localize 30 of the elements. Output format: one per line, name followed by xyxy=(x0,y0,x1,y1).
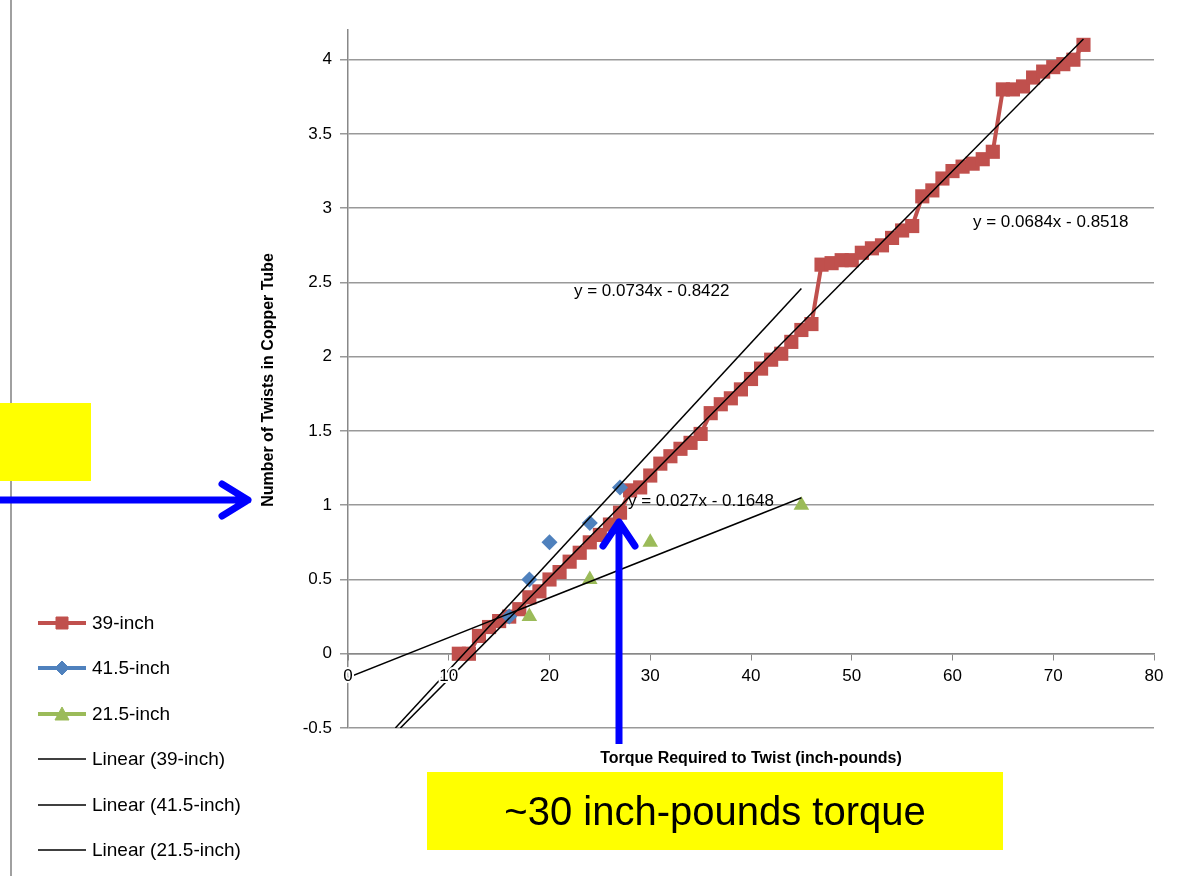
y-tick-label: 3.5 xyxy=(308,123,332,143)
x-tick-label: 30 xyxy=(640,665,660,685)
legend-label: 21.5-inch xyxy=(92,702,171,725)
annotation: y = 0.027x - 0.1648 xyxy=(628,491,775,511)
x-tick-label: 40 xyxy=(741,665,761,685)
y-tick-label: 1.5 xyxy=(308,420,332,440)
y-tick-label: -0.5 xyxy=(302,717,332,737)
x-tick-label: 50 xyxy=(842,665,862,685)
legend-label: Linear (41.5-inch) xyxy=(92,793,241,816)
x-tick-label: 20 xyxy=(540,665,559,685)
legend-label: Linear (39-inch) xyxy=(92,748,226,771)
legend-label: 41.5-inch xyxy=(92,657,171,680)
y-tick-label: 2.5 xyxy=(308,272,332,292)
y-tick-label: 3 xyxy=(322,197,332,217)
x-tick-label: 0 xyxy=(343,665,353,685)
x-axis-title: Torque Required to Twist (inch-pounds) xyxy=(599,749,903,767)
annotation: y = 0.0684x - 0.8518 xyxy=(973,212,1129,232)
text: ~30 inch-pounds torque xyxy=(427,772,1003,850)
x-tick-label: 60 xyxy=(943,665,962,685)
y-axis-title: Number of Twists in Copper Tube xyxy=(259,253,277,507)
x-tick-label: 80 xyxy=(1144,665,1164,685)
legend-label: 39-inch xyxy=(92,611,155,634)
annotation: y = 0.0734x - 0.8422 xyxy=(574,281,730,301)
y-tick-label: 2 xyxy=(322,346,332,366)
y-tick-label: 1 xyxy=(322,494,332,514)
y-tick-label: 0.5 xyxy=(308,569,332,589)
x-tick-label: 70 xyxy=(1043,665,1063,685)
y-tick-label: 0 xyxy=(322,643,332,663)
legend-label: Linear (21.5-inch) xyxy=(92,839,241,862)
y-tick-label: 4 xyxy=(322,49,332,69)
